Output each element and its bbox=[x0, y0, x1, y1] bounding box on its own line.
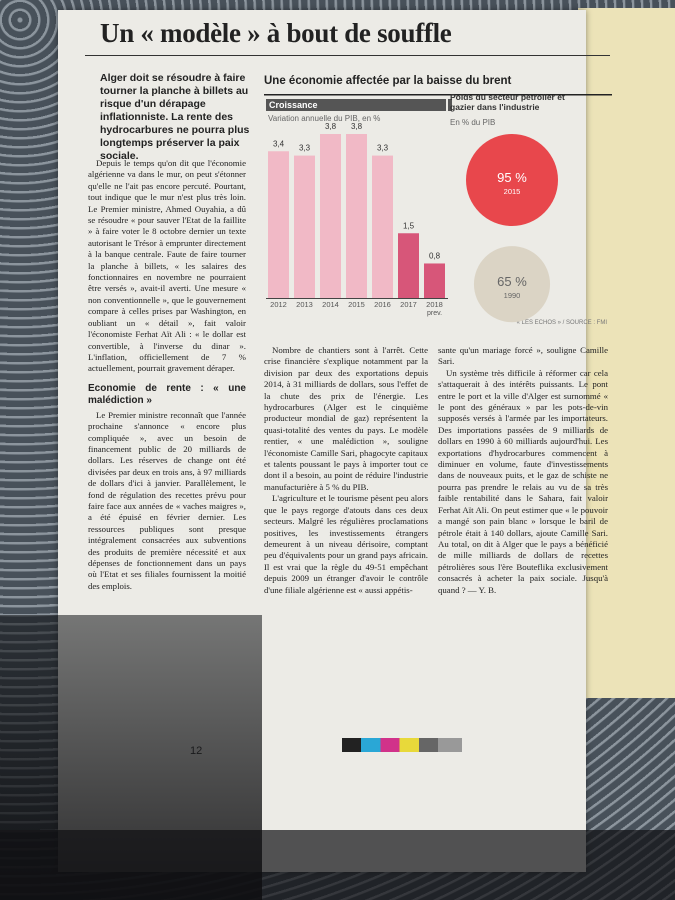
chart-title: Croissance bbox=[269, 100, 318, 110]
category-label: 2015 bbox=[504, 187, 521, 196]
x-tick-label: 2014 bbox=[322, 300, 339, 309]
infographic: Une économie affectée par la baisse du b… bbox=[264, 75, 612, 326]
chart-title: Poids du secteur pétrolier et gazier dan… bbox=[450, 92, 565, 112]
rule bbox=[264, 94, 612, 96]
bar bbox=[398, 233, 419, 298]
headline: Un « modèle » à bout de souffle bbox=[100, 18, 452, 48]
x-tick-label: 2013 bbox=[296, 300, 313, 309]
chart-subtitle: En % du PIB bbox=[450, 118, 495, 127]
column: Nombre de chantiers sont à l'arrêt. Cett… bbox=[264, 345, 428, 703]
x-tick-label: 2015 bbox=[348, 300, 365, 309]
column: Depuis le temps qu'on dit que l'économie… bbox=[88, 158, 246, 703]
graphic-title: Une économie affectée par la baisse du b… bbox=[264, 75, 511, 87]
bar bbox=[268, 151, 289, 298]
bar bbox=[320, 134, 341, 298]
chart-title: Poids du secteur pétrolier et gazier dan… bbox=[450, 92, 565, 112]
value-label: 3,3 bbox=[299, 144, 311, 153]
chart-title-box bbox=[266, 99, 446, 111]
value-label: 3,8 bbox=[325, 122, 337, 131]
standfirst: Alger doit se résoudre à faire tourner l… bbox=[100, 72, 250, 162]
legend-box bbox=[448, 99, 452, 111]
baseline bbox=[266, 298, 448, 299]
x-tick-label: 2018 bbox=[426, 300, 443, 309]
chart-subtitle: Variation annuelle du PIB, en % bbox=[268, 114, 380, 123]
value-label: 95 % bbox=[497, 170, 527, 185]
x-tick-label: 2017 bbox=[400, 300, 417, 309]
paragraph: Un système très difficile à réformer car… bbox=[438, 367, 608, 595]
bar bbox=[346, 134, 367, 298]
value-label: 65 % bbox=[497, 274, 527, 289]
x-tick-label: 2016 bbox=[374, 300, 391, 309]
category-label: 1990 bbox=[504, 291, 521, 300]
bar bbox=[424, 263, 445, 298]
rule bbox=[85, 55, 610, 56]
annotation: prev. bbox=[427, 310, 442, 317]
paragraph: L'agriculture et le tourisme pèsent peu … bbox=[264, 493, 428, 595]
shadow bbox=[0, 830, 675, 900]
bar bbox=[294, 155, 315, 298]
value-label: 3,4 bbox=[273, 139, 285, 148]
bar bbox=[372, 155, 393, 298]
adjacent-page bbox=[578, 8, 675, 698]
color-bar bbox=[342, 738, 462, 752]
source: « LES ECHOS » / SOURCE : FMI bbox=[517, 320, 608, 326]
paragraph: Le Premier ministre reconnaît que l'anné… bbox=[88, 409, 246, 591]
paragraph: Nombre de chantiers sont à l'arrêt. Cett… bbox=[264, 345, 428, 492]
subhead: Economie de rente : « une malédiction » bbox=[88, 382, 246, 406]
value-label: 0,8 bbox=[429, 251, 441, 260]
value-label: 3,3 bbox=[377, 144, 389, 153]
paragraph: Depuis le temps qu'on dit que l'économie… bbox=[88, 158, 246, 374]
x-tick-label: 2012 bbox=[270, 300, 287, 309]
bubble bbox=[466, 134, 558, 226]
value-label: 3,8 bbox=[351, 122, 363, 131]
value-label: 1,5 bbox=[403, 221, 415, 230]
bubble bbox=[473, 246, 551, 323]
paragraph: sante qu'un mariage forcé », souligne Ca… bbox=[438, 345, 608, 367]
column: sante qu'un mariage forcé », souligne Ca… bbox=[438, 345, 608, 703]
